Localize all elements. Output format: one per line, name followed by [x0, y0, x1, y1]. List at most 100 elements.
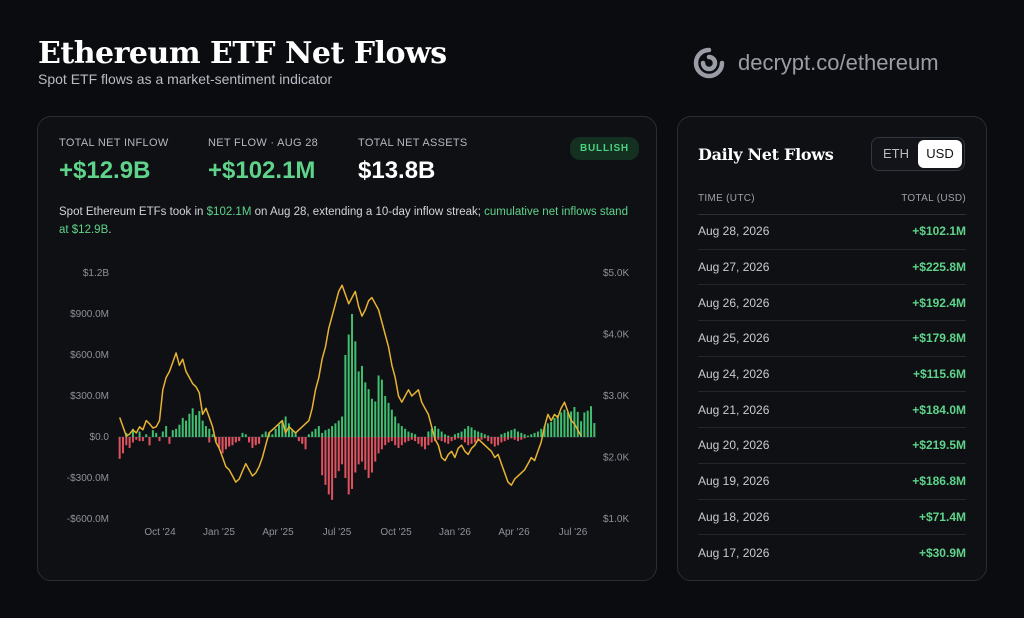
outflow-bar — [404, 437, 407, 443]
x-tick-label: Jan '25 — [203, 527, 235, 538]
y-left-tick-label: $600.0M — [70, 350, 109, 361]
sentiment-badge: BULLISH — [570, 137, 639, 160]
flow-bar — [337, 420, 340, 437]
stat-total-net-assets: TOTAL NET ASSETS $13.8B — [358, 137, 468, 185]
table-row[interactable]: Aug 17, 2026 +$30.9M — [698, 535, 966, 570]
flow-bar — [566, 412, 569, 437]
flow-bar — [463, 428, 466, 437]
outflow-bar — [410, 437, 413, 440]
y-left-tick-label: $900.0M — [70, 309, 109, 320]
flow-bar — [354, 341, 357, 437]
outflow-bar — [437, 437, 440, 440]
flow-bar — [526, 435, 529, 437]
outflow-bar — [337, 437, 340, 472]
flow-bar — [271, 434, 274, 437]
y-left-tick-label: $300.0M — [70, 391, 109, 402]
outflow-bar — [125, 437, 128, 446]
flow-bar — [520, 432, 523, 437]
y-left-tick-label: -$600.0M — [67, 514, 109, 525]
flow-bar — [128, 437, 131, 448]
unit-toggle: ETH USD — [871, 137, 965, 171]
row-value: +$71.4M — [918, 509, 966, 524]
summary-text: Spot Ethereum ETFs took in $102.1M on Au… — [59, 203, 639, 239]
outflow-bar — [453, 437, 456, 440]
row-value: +$102.1M — [912, 224, 966, 239]
outflow-bar — [387, 437, 390, 443]
table-row[interactable]: Aug 25, 2026 +$179.8M — [698, 321, 966, 357]
flow-bar — [500, 434, 503, 437]
table-row[interactable]: Aug 20, 2026 +$219.5M — [698, 428, 966, 464]
y-right-tick-label: $5.0K — [603, 268, 629, 279]
outflow-bar — [510, 437, 513, 439]
flow-bar — [178, 424, 181, 437]
outflow-bar — [221, 437, 224, 454]
outflow-bar — [473, 437, 476, 443]
flow-bar — [277, 424, 280, 437]
outflow-bar — [490, 437, 493, 444]
row-date: Aug 27, 2026 — [698, 260, 770, 275]
outflow-bar — [377, 437, 380, 454]
row-value: +$30.9M — [918, 545, 966, 560]
y-left-tick-label: $1.2B — [83, 268, 109, 279]
page-title: Ethereum ETF Net Flows — [38, 36, 447, 71]
flow-bar — [546, 423, 549, 437]
flow-bar — [533, 432, 536, 437]
outflow-bar — [168, 437, 171, 444]
flow-bar — [367, 389, 370, 437]
column-header-time: TIME (UTC) — [698, 193, 755, 204]
flow-bar — [556, 415, 559, 437]
flow-bar — [414, 434, 417, 437]
flow-bar — [201, 420, 204, 437]
x-tick-label: Oct '25 — [380, 527, 412, 538]
outflow-bar — [483, 437, 486, 439]
outflow-bar — [351, 437, 354, 489]
flow-bar — [155, 432, 158, 437]
outflow-bar — [467, 437, 470, 446]
outflow-bar — [500, 437, 503, 443]
flow-bar — [244, 434, 247, 437]
flow-bar — [453, 434, 456, 437]
outflow-bar — [480, 437, 483, 440]
flow-bar — [443, 434, 446, 437]
flow-bar — [181, 417, 184, 437]
flow-bar — [583, 412, 586, 437]
row-date: Aug 18, 2026 — [698, 509, 770, 524]
table-row[interactable]: Aug 24, 2026 +$115.6M — [698, 357, 966, 393]
flow-bar — [570, 411, 573, 437]
table-row[interactable]: Aug 18, 2026 +$71.4M — [698, 500, 966, 536]
flow-bar — [141, 437, 144, 442]
toggle-eth-button[interactable]: ETH — [883, 146, 909, 161]
table-row[interactable]: Aug 26, 2026 +$192.4M — [698, 285, 966, 322]
flow-bar — [487, 435, 490, 437]
flow-bar — [530, 434, 533, 437]
net-flow-chart: $1.2B $900.0M $600.0M $300.0M $0.0 -$300.0M -$… — [67, 268, 630, 538]
outflow-bar — [450, 437, 453, 442]
row-value: +$115.6M — [912, 367, 966, 382]
outflow-bar — [158, 437, 161, 442]
outflow-bar — [520, 437, 523, 440]
table-row[interactable]: Aug 27, 2026 +$225.8M — [698, 250, 966, 286]
outflow-bar — [487, 437, 490, 442]
toggle-usd-button[interactable]: USD — [918, 140, 962, 168]
outflow-bar — [218, 437, 221, 448]
outflow-bar — [516, 437, 519, 442]
outflow-bar — [347, 437, 350, 495]
flow-bar — [138, 431, 141, 437]
table-row[interactable]: Aug 19, 2026 +$186.8M — [698, 464, 966, 500]
summary-part: . — [108, 224, 112, 236]
flow-bar — [324, 430, 327, 437]
outflow-bar — [424, 437, 427, 450]
x-tick-label: Apr '26 — [498, 527, 530, 538]
flow-bar — [507, 431, 510, 437]
brand-link[interactable]: decrypt.co/ethereum — [692, 46, 939, 80]
table-row[interactable]: Aug 28, 2026 +$102.1M — [698, 214, 966, 250]
row-value: +$186.8M — [912, 474, 966, 489]
flow-bar — [560, 412, 563, 437]
summary-highlight: cumulative net inflows stand at $12.9B — [59, 206, 628, 236]
table-row[interactable]: Aug 21, 2026 +$184.0M — [698, 392, 966, 429]
flow-bar — [377, 375, 380, 437]
outflow-bar — [327, 437, 330, 495]
outflow-bar — [238, 437, 241, 442]
outflow-bar — [497, 437, 500, 446]
row-value: +$225.8M — [912, 260, 966, 275]
